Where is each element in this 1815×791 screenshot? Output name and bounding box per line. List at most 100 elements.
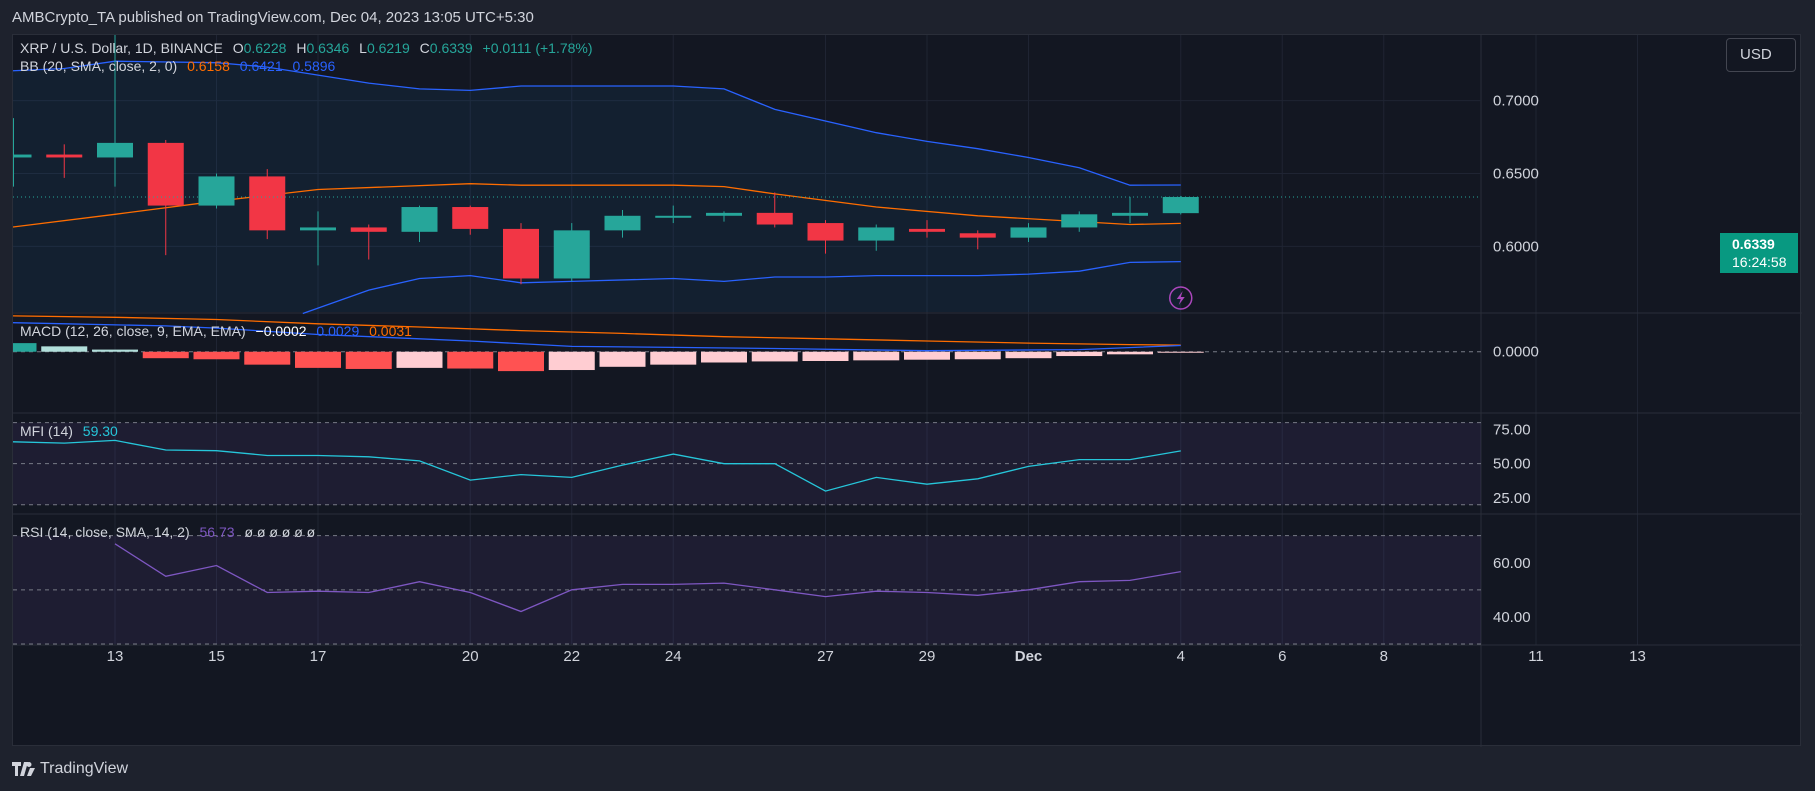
candle-body xyxy=(807,223,844,241)
rsi-axis-label: 40.00 xyxy=(1493,609,1531,626)
candle-body xyxy=(553,230,590,279)
candle-body xyxy=(350,227,387,232)
rsi-axis-label: 60.00 xyxy=(1493,555,1531,572)
candle-body xyxy=(46,154,83,158)
price-axis-label: 0.6000 xyxy=(1493,238,1539,255)
macd-histogram-bar xyxy=(650,351,697,365)
candle-body xyxy=(959,233,996,238)
macd-histogram-bar xyxy=(904,351,950,360)
macd-histogram-bar xyxy=(447,351,494,369)
tradingview-logo-icon xyxy=(12,762,35,776)
macd-histogram-bar xyxy=(954,351,1001,360)
lightning-icon-ring xyxy=(1169,286,1193,310)
candle-body xyxy=(452,207,489,229)
mfi-value: 59.30 xyxy=(82,423,118,439)
chart-frame[interactable]: 0.7000 0.6500 0.6000 0.0000 75.00 50.00 25.00 6… xyxy=(12,34,1802,747)
candle-body xyxy=(909,228,945,232)
macd-histogram-bar xyxy=(1056,351,1103,357)
macd-label[interactable]: MACD (12, 26, close, 9, EMA, EMA) xyxy=(20,323,246,339)
candle-body xyxy=(756,212,793,225)
bb-legend[interactable]: BB (20, SMA, close, 2, 0) 0.6158 0.6421 … xyxy=(20,58,341,74)
mfi-axis-label: 25.00 xyxy=(1493,490,1531,507)
bb-basis-value: 0.6158 xyxy=(187,58,230,74)
change-value: +0.0111 (+1.78%) xyxy=(482,40,593,56)
footer-brand: TradingView xyxy=(40,760,129,777)
mfi-line xyxy=(13,439,1181,492)
time-axis-label: 24 xyxy=(665,648,682,665)
bb-upper-value: 0.6421 xyxy=(239,58,283,74)
chart-canvas[interactable]: 0.7000 0.6500 0.6000 0.0000 75.00 50.00 25.00 6… xyxy=(13,35,1802,747)
candle-body xyxy=(858,227,895,241)
macd-histogram-bar xyxy=(92,349,138,352)
macd-histogram-bar xyxy=(701,351,747,363)
time-axis-label: 27 xyxy=(817,648,834,665)
tradingview-logo[interactable]: TradingView xyxy=(12,760,128,778)
rsi-label[interactable]: RSI (14, close, SMA, 14, 2) xyxy=(20,524,190,540)
macd-signal-line xyxy=(13,315,1181,346)
high-value: 0.6346 xyxy=(306,40,350,56)
macd-legend[interactable]: MACD (12, 26, close, 9, EMA, EMA) −0.000… xyxy=(20,323,418,339)
time-axis-label: 11 xyxy=(1528,648,1544,665)
rsi-band-fill xyxy=(13,535,1481,644)
macd-histogram-bar xyxy=(1157,351,1204,353)
time-axis-label: 20 xyxy=(462,648,479,665)
macd-histogram-bar xyxy=(548,351,595,371)
macd-histogram-bar xyxy=(1005,351,1052,359)
rsi-value: 56.73 xyxy=(199,524,235,540)
price-axis-label: 0.6500 xyxy=(1493,166,1539,183)
candle-body xyxy=(1162,196,1199,214)
macd-histogram-bar xyxy=(396,351,443,368)
candle-body xyxy=(1112,212,1148,216)
lightning-icon-bolt xyxy=(1176,291,1185,305)
bb-lower-value: 0.5896 xyxy=(292,58,336,74)
time-axis-label: 4 xyxy=(1177,648,1185,665)
currency-button[interactable]: USD xyxy=(1726,38,1796,72)
time-axis-label: 6 xyxy=(1278,648,1286,665)
macd-value: 0.0029 xyxy=(316,323,360,339)
bb-label[interactable]: BB (20, SMA, close, 2, 0) xyxy=(20,58,178,74)
bb-lower-line xyxy=(302,260,1181,315)
candle-body xyxy=(198,176,235,206)
macd-histogram-bar xyxy=(1107,351,1153,355)
bar-countdown: 16:24:58 xyxy=(1732,254,1787,270)
bb-band-fill xyxy=(13,61,1181,312)
close-value: 0.6339 xyxy=(429,40,473,56)
macd-histogram-bar xyxy=(345,351,392,369)
macd-histogram-bar xyxy=(244,351,291,365)
time-axis-label: Dec xyxy=(1015,648,1043,665)
candle-body xyxy=(401,207,438,232)
symbol-label[interactable]: XRP / U.S. Dollar, 1D, BINANCE xyxy=(20,40,223,56)
candle-body xyxy=(249,176,286,231)
candle-body xyxy=(604,215,641,231)
time-axis-label: 8 xyxy=(1380,648,1388,665)
price-axis-label: 0.7000 xyxy=(1493,93,1539,110)
candle-body xyxy=(13,154,32,158)
macd-histogram-bar xyxy=(751,351,798,362)
rsi-legend[interactable]: RSI (14, close, SMA, 14, 2) 56.73 ø ø ø … xyxy=(20,524,321,540)
candle-body xyxy=(1061,214,1098,228)
time-axis-label: 15 xyxy=(208,648,225,665)
mfi-label[interactable]: MFI (14) xyxy=(20,423,73,439)
macd-axis-label: 0.0000 xyxy=(1493,344,1539,361)
macd-line xyxy=(13,322,1181,352)
time-axis-label: 13 xyxy=(107,648,124,665)
macd-histogram-bar xyxy=(13,343,37,352)
candle-body xyxy=(655,215,692,218)
main-legend[interactable]: XRP / U.S. Dollar, 1D, BINANCE O0.6228 H… xyxy=(20,40,599,56)
time-axis-label: 13 xyxy=(1629,648,1646,665)
lightning-icon xyxy=(1169,286,1193,310)
low-value: 0.6219 xyxy=(366,40,410,56)
mfi-legend[interactable]: MFI (14) 59.30 xyxy=(20,423,124,439)
close-label: C xyxy=(419,40,430,56)
time-axis-label: 22 xyxy=(563,648,580,665)
macd-histogram-bar xyxy=(142,351,189,359)
open-value: 0.6228 xyxy=(243,40,287,56)
rsi-extra-values: ø ø ø ø ø ø xyxy=(244,524,316,540)
macd-histogram-bar xyxy=(295,351,341,368)
candle-body xyxy=(1010,227,1047,238)
candle-body xyxy=(300,227,336,231)
open-label: O xyxy=(232,40,244,56)
macd-histogram-bar xyxy=(802,351,849,361)
publisher-line: AMBCrypto_TA published on TradingView.co… xyxy=(12,9,534,26)
macd-histogram-bar xyxy=(193,351,240,360)
